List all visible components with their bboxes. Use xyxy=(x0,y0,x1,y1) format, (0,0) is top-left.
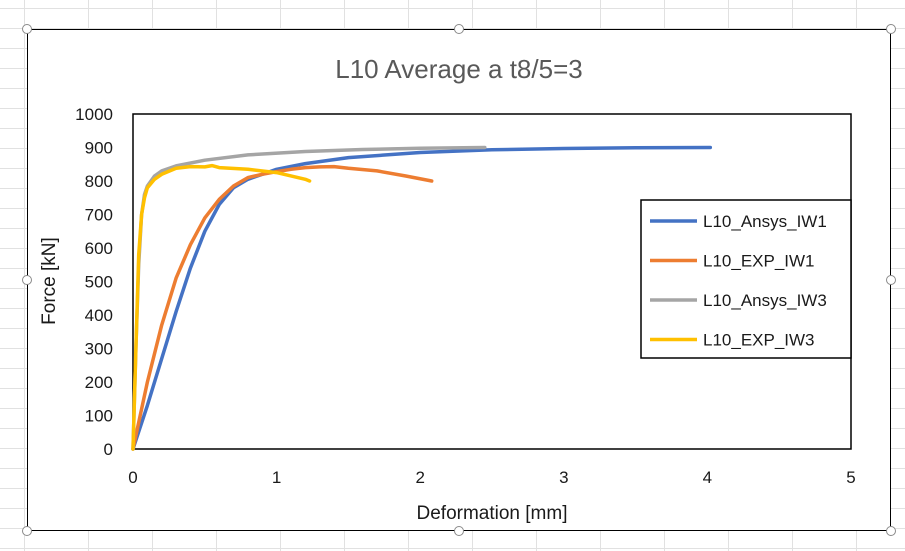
y-axis-ticks: 0 100 200 300 400 500 600 700 800 900 1000 xyxy=(75,105,113,459)
resize-handle-top-middle[interactable] xyxy=(454,24,464,34)
resize-handle-bottom-middle[interactable] xyxy=(454,526,464,536)
y-tick-label: 600 xyxy=(85,239,113,258)
x-tick-label: 1 xyxy=(272,468,281,487)
resize-handle-top-left[interactable] xyxy=(22,24,32,34)
y-tick-label: 1000 xyxy=(75,105,113,124)
legend-box xyxy=(640,199,852,359)
resize-handle-middle-right[interactable] xyxy=(886,275,896,285)
x-tick-label: 4 xyxy=(703,468,712,487)
x-tick-label: 5 xyxy=(846,468,855,487)
y-tick-label: 200 xyxy=(85,373,113,392)
series-line-l10-exp-iw3[interactable] xyxy=(131,163,312,451)
x-tick-label: 2 xyxy=(415,468,424,487)
resize-handle-bottom-left[interactable] xyxy=(22,526,32,536)
y-tick-label: 800 xyxy=(85,172,113,191)
resize-handle-top-right[interactable] xyxy=(886,24,896,34)
legend-label-l10-ansys-iw3[interactable]: L10_Ansys_IW3 xyxy=(703,291,827,310)
y-tick-label: 500 xyxy=(85,273,113,292)
series-line-l10-exp-iw1[interactable] xyxy=(131,164,434,451)
x-tick-label: 0 xyxy=(128,468,137,487)
resize-handle-middle-left[interactable] xyxy=(22,275,32,285)
x-axis-ticks: 0 1 2 3 4 5 xyxy=(128,468,855,487)
y-tick-label: 100 xyxy=(85,407,113,426)
y-axis-title[interactable]: Force [kN] xyxy=(39,237,60,325)
legend-label-l10-exp-iw3[interactable]: L10_EXP_IW3 xyxy=(703,331,815,350)
resize-handle-bottom-right[interactable] xyxy=(886,526,896,536)
y-tick-label: 900 xyxy=(85,139,113,158)
legend-label-l10-ansys-iw1[interactable]: L10_Ansys_IW1 xyxy=(703,212,827,231)
x-axis-title[interactable]: Deformation [mm] xyxy=(417,503,568,524)
legend-label-l10-exp-iw1[interactable]: L10_EXP_IW1 xyxy=(703,252,815,271)
y-tick-label: 400 xyxy=(85,306,113,325)
y-tick-label: 0 xyxy=(104,440,113,459)
y-tick-label: 700 xyxy=(85,206,113,225)
series-lines xyxy=(131,145,713,451)
x-tick-label: 3 xyxy=(559,468,568,487)
y-tick-label: 300 xyxy=(85,340,113,359)
chart-title[interactable]: L10 Average a t8/5=3 xyxy=(335,54,582,84)
legend[interactable]: L10_Ansys_IW1 L10_EXP_IW1 L10_Ansys_IW3 L10… xyxy=(640,199,852,359)
